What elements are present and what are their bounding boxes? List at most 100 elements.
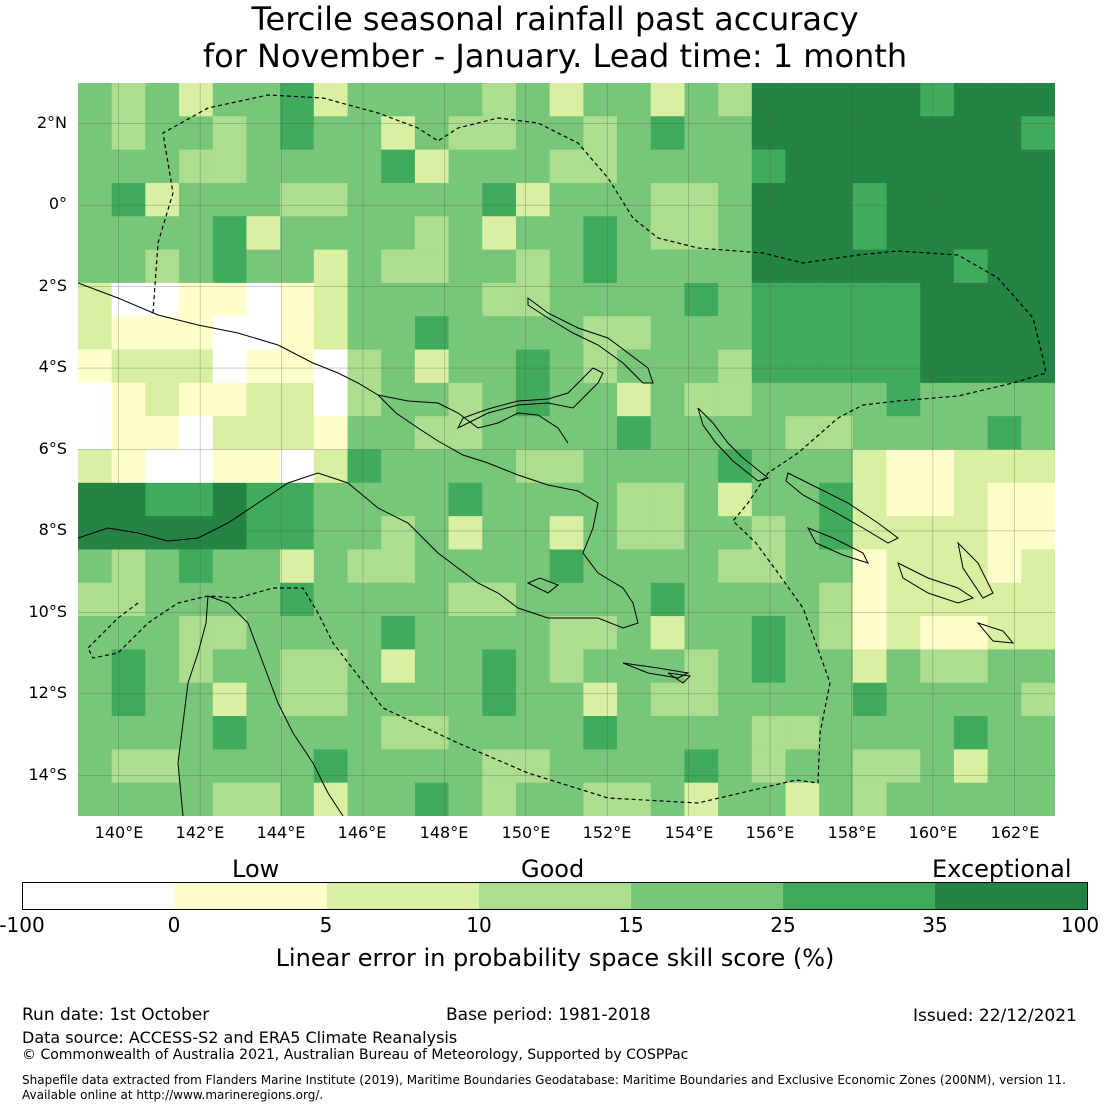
skill-cell [347, 482, 382, 517]
colorbar [22, 882, 1088, 910]
skill-cell [718, 182, 753, 217]
skill-cell [886, 83, 921, 117]
skill-cell [987, 716, 1022, 750]
skill-cell [280, 316, 315, 351]
skill-cell [684, 649, 719, 684]
skill-cell [111, 649, 146, 684]
skill-cell [920, 516, 955, 550]
skill-cell [78, 582, 113, 617]
skill-cell [684, 282, 719, 317]
skill-cell [448, 316, 483, 351]
skill-cell [920, 282, 955, 317]
skill-cell [684, 149, 719, 184]
skill-cell [852, 616, 888, 650]
skill-cell [718, 549, 753, 584]
skill-cell [280, 516, 315, 550]
skill-cell [987, 249, 1022, 284]
skill-cell [111, 382, 146, 417]
skill-cell [886, 782, 921, 816]
skill-cell [852, 83, 888, 117]
skill-cell [650, 549, 685, 584]
skill-cell [650, 83, 685, 117]
skill-cell [1021, 482, 1055, 517]
skill-cell [987, 149, 1022, 184]
skill-cell [280, 749, 315, 784]
skill-cell [684, 449, 719, 484]
skill-cell [751, 216, 786, 251]
skill-cell [650, 216, 685, 251]
lat-label: 12°S [28, 683, 67, 702]
skill-cell [313, 382, 349, 417]
lat-label: 2°N [36, 113, 67, 132]
skill-cell [515, 249, 551, 284]
skill-cell [617, 449, 652, 484]
skill-cell [313, 616, 349, 650]
skill-cell [549, 182, 584, 217]
skill-cell [718, 216, 753, 251]
skill-cell [145, 582, 180, 617]
skill-cell [179, 649, 214, 684]
colorbar-segment [327, 883, 479, 909]
skill-cell [347, 149, 382, 184]
skill-cell [549, 449, 584, 484]
skill-cell [987, 582, 1022, 617]
skill-cell [953, 716, 989, 750]
skill-cell [953, 83, 989, 117]
skill-cell [583, 83, 618, 117]
skill-cell [751, 682, 786, 717]
skill-cell [482, 616, 517, 650]
skill-cell [549, 116, 584, 151]
skill-cell [617, 716, 652, 750]
skill-cell [347, 182, 382, 217]
skill-cell [953, 382, 989, 417]
skill-cell [381, 649, 416, 684]
skill-cell [920, 749, 955, 784]
skill-cell [313, 416, 349, 450]
skill-cell [78, 716, 113, 750]
skill-cell [549, 549, 584, 584]
skill-cell [381, 116, 416, 151]
skill-cell [347, 116, 382, 151]
skill-cell [684, 549, 719, 584]
skill-cell [78, 682, 113, 717]
skill-cell [549, 749, 584, 784]
skill-cell [78, 83, 113, 117]
skill-cell [145, 449, 180, 484]
colorbar-segment [175, 883, 327, 909]
legend-category-exceptional: Exceptional [932, 855, 1072, 883]
skill-cell [145, 516, 180, 550]
skill-cell [280, 149, 315, 184]
skill-cell [583, 482, 618, 517]
skill-cell [381, 83, 416, 117]
skill-cell [515, 582, 551, 617]
skill-cell [448, 649, 483, 684]
skill-cell [280, 482, 315, 517]
skill-cell [280, 616, 315, 650]
skill-cell [583, 449, 618, 484]
skill-cell [583, 282, 618, 317]
skill-cell [381, 282, 416, 317]
skill-cell [819, 749, 854, 784]
lon-label: 160°E [908, 823, 958, 842]
skill-cell [819, 516, 854, 550]
skill-cell [886, 216, 921, 251]
skill-cell [650, 116, 685, 151]
skill-cell [987, 182, 1022, 217]
skill-cell [987, 782, 1022, 816]
skill-cell [886, 349, 921, 384]
skill-cell [852, 782, 888, 816]
skill-cell [313, 182, 349, 217]
skill-cell [381, 516, 416, 550]
skill-cell [515, 716, 551, 750]
skill-cell [819, 616, 854, 650]
skill-cell [684, 516, 719, 550]
skill-cell [583, 416, 618, 450]
lon-label: 146°E [337, 823, 387, 842]
skill-cell [414, 349, 450, 384]
skill-cell [246, 116, 281, 151]
skill-cell [953, 282, 989, 317]
skill-cell [650, 516, 685, 550]
skill-cell [684, 782, 719, 816]
skill-cell [347, 616, 382, 650]
skill-cell [852, 516, 888, 550]
